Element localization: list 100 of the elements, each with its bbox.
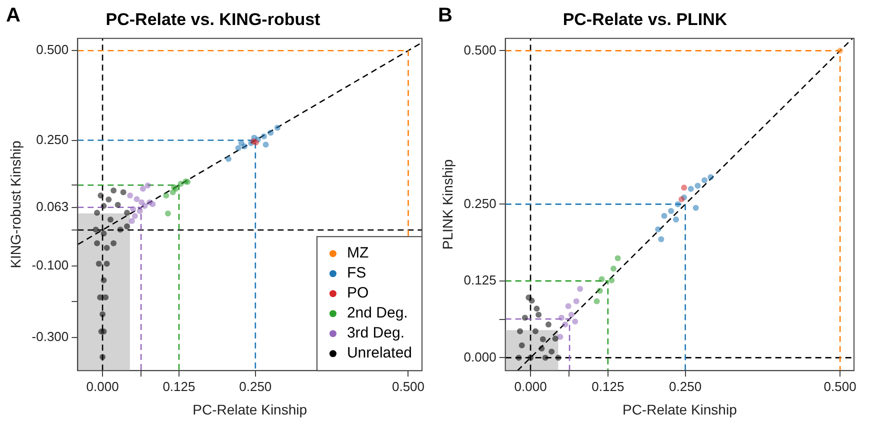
point: [98, 192, 104, 199]
point: [132, 212, 138, 219]
point: [688, 186, 694, 192]
x-tick-label: 0.125: [162, 378, 196, 394]
point: [674, 201, 681, 208]
point: [94, 240, 100, 246]
point: [96, 260, 102, 267]
x-tick-label: 0.000: [86, 378, 119, 394]
point: [100, 311, 106, 318]
point: [598, 276, 605, 282]
point: [596, 288, 603, 294]
x-tick-label: 0.000: [514, 378, 547, 394]
x-tick-label: 0.125: [592, 378, 624, 394]
point: [144, 182, 151, 188]
point: [138, 199, 145, 206]
point: [106, 196, 112, 202]
point: [614, 255, 621, 262]
point: [668, 208, 674, 214]
point: [94, 210, 100, 216]
point: [708, 174, 714, 180]
point: [100, 277, 107, 284]
point: [594, 298, 600, 304]
point: [100, 328, 107, 334]
y-tick-label: 0.500: [464, 42, 496, 58]
point: [516, 354, 522, 361]
point: [102, 294, 109, 300]
point: [110, 240, 117, 246]
point: [701, 177, 708, 184]
point: [100, 230, 107, 237]
legend-label: PO: [346, 284, 369, 302]
point: [235, 145, 242, 152]
point: [268, 130, 274, 136]
y-tick-label: 0.125: [464, 272, 496, 288]
point: [548, 348, 555, 355]
y-tick-label: -0.300: [32, 329, 69, 344]
point: [577, 286, 584, 292]
point: [692, 204, 699, 211]
point: [536, 312, 542, 318]
point: [608, 277, 615, 284]
point: [140, 186, 146, 192]
point: [134, 196, 140, 202]
point: [562, 322, 568, 328]
x-tick-label: 0.500: [392, 378, 425, 394]
y-tick-label: 0.250: [36, 132, 69, 147]
point: [253, 139, 260, 146]
y-tick-label: 0.000: [464, 349, 496, 364]
point: [572, 318, 578, 324]
y-tick-label: 0.250: [464, 196, 496, 211]
point: [124, 210, 130, 216]
point: [127, 192, 134, 199]
point: [274, 124, 280, 131]
point: [128, 218, 135, 224]
point: [661, 212, 668, 219]
point: [528, 298, 535, 304]
point: [130, 206, 136, 212]
point: [104, 260, 110, 267]
point: [694, 182, 701, 189]
y-tick-label: 0.063: [36, 198, 69, 214]
point: [114, 202, 121, 208]
point: [573, 298, 580, 304]
legend-label: FS: [346, 264, 366, 282]
point: [150, 201, 156, 208]
chart-title: PC-Relate vs. PLINK: [562, 10, 728, 29]
point: [136, 208, 143, 214]
x-axis-title: PC-Relate Kinship: [192, 401, 308, 418]
text: B: [438, 4, 452, 27]
point: [104, 244, 110, 251]
point: [681, 184, 688, 191]
point: [225, 156, 232, 162]
point: [528, 354, 534, 361]
x-tick-label: 0.500: [824, 378, 856, 394]
point: [178, 180, 184, 187]
point: [538, 345, 545, 352]
x-axis-title: PC-Relate Kinship: [622, 401, 738, 418]
point: [557, 334, 564, 340]
point: [540, 336, 546, 342]
point: [610, 266, 616, 272]
point: [565, 303, 572, 310]
y-axis-title: PLINK Kinship: [439, 159, 456, 250]
y-axis-title: KING-robust Kinship: [7, 140, 24, 268]
point: [107, 216, 114, 223]
point: [238, 140, 244, 146]
point: [522, 314, 528, 321]
point: [658, 236, 664, 242]
legend-label: MZ: [346, 244, 369, 262]
point: [655, 226, 662, 232]
y-tick-label: -0.100: [32, 257, 69, 272]
point: [163, 192, 170, 199]
point: [92, 226, 99, 233]
point: [518, 342, 525, 348]
point: [534, 306, 540, 312]
legend-label: 2nd Deg.: [346, 304, 408, 322]
point: [558, 314, 564, 321]
point: [837, 48, 844, 54]
point: [100, 354, 106, 360]
point: [260, 133, 267, 140]
point: [117, 226, 124, 233]
point: [262, 142, 269, 148]
point: [110, 188, 117, 194]
chart-title: PC-Relate vs. KING-robust: [106, 10, 321, 29]
